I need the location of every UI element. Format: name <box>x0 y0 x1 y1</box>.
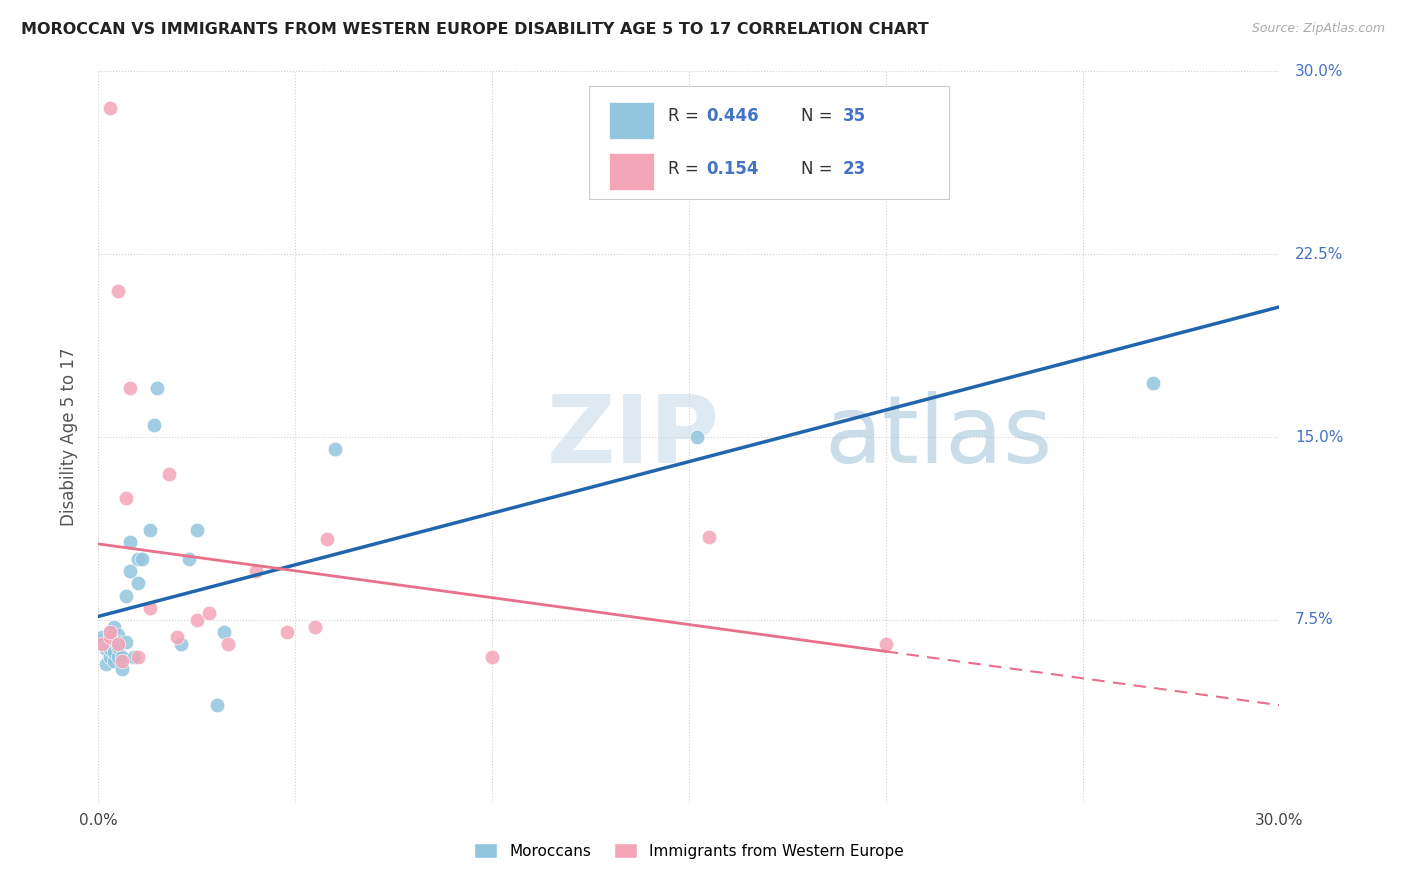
Text: R =: R = <box>668 161 703 178</box>
FancyBboxPatch shape <box>609 153 654 190</box>
Text: atlas: atlas <box>825 391 1053 483</box>
Point <box>96 642 118 657</box>
Point <box>111 662 134 676</box>
Point <box>98 101 121 115</box>
Point <box>205 698 228 713</box>
Point <box>146 381 169 395</box>
Point <box>115 635 138 649</box>
Point <box>115 491 138 505</box>
Point <box>127 576 149 591</box>
Point <box>98 642 121 657</box>
Point <box>98 625 121 640</box>
Point <box>138 523 160 537</box>
Point <box>177 552 200 566</box>
Point <box>217 637 239 651</box>
Point <box>111 654 134 668</box>
Text: N =: N = <box>801 107 838 125</box>
Point <box>166 630 188 644</box>
FancyBboxPatch shape <box>609 102 654 139</box>
Text: 7.5%: 7.5% <box>1295 613 1333 627</box>
Point <box>138 600 160 615</box>
Point <box>304 620 326 634</box>
Point <box>875 637 897 651</box>
Point <box>276 625 298 640</box>
Point <box>98 649 121 664</box>
Text: 23: 23 <box>842 161 866 178</box>
Point <box>245 564 267 578</box>
Point <box>481 649 503 664</box>
Point <box>686 430 709 444</box>
Text: R =: R = <box>668 107 703 125</box>
Y-axis label: Disability Age 5 to 17: Disability Age 5 to 17 <box>59 348 77 526</box>
Text: N =: N = <box>801 161 838 178</box>
Text: ZIP: ZIP <box>547 391 720 483</box>
Text: 0.446: 0.446 <box>707 107 759 125</box>
Point <box>98 625 121 640</box>
Text: 22.5%: 22.5% <box>1295 247 1343 261</box>
Point <box>315 533 337 547</box>
Point <box>323 442 346 457</box>
Point <box>131 552 153 566</box>
Text: MOROCCAN VS IMMIGRANTS FROM WESTERN EUROPE DISABILITY AGE 5 TO 17 CORRELATION CH: MOROCCAN VS IMMIGRANTS FROM WESTERN EURO… <box>21 22 929 37</box>
Point <box>142 417 165 432</box>
Point <box>107 284 129 298</box>
Point <box>91 635 114 649</box>
Point <box>170 637 193 651</box>
Point <box>127 552 149 566</box>
Point <box>91 637 114 651</box>
Point <box>107 627 129 641</box>
Point <box>186 613 208 627</box>
Legend: Moroccans, Immigrants from Western Europe: Moroccans, Immigrants from Western Europ… <box>468 837 910 864</box>
Point <box>197 606 219 620</box>
Point <box>107 640 129 654</box>
Point <box>103 654 125 668</box>
Point <box>118 535 141 549</box>
Point <box>214 625 236 640</box>
Point <box>107 635 129 649</box>
Point <box>96 657 118 671</box>
Text: 0.154: 0.154 <box>707 161 759 178</box>
Point <box>111 649 134 664</box>
Point <box>127 649 149 664</box>
Point <box>118 381 141 395</box>
Text: Source: ZipAtlas.com: Source: ZipAtlas.com <box>1251 22 1385 36</box>
Text: 15.0%: 15.0% <box>1295 430 1343 444</box>
Point <box>103 620 125 634</box>
Point <box>107 649 129 664</box>
Point <box>115 589 138 603</box>
Point <box>91 630 114 644</box>
Point <box>1142 376 1164 391</box>
Point <box>122 649 145 664</box>
Point <box>157 467 180 481</box>
FancyBboxPatch shape <box>589 86 949 200</box>
Point <box>107 637 129 651</box>
Point <box>186 523 208 537</box>
Point <box>103 645 125 659</box>
Point <box>697 530 720 544</box>
Text: 35: 35 <box>842 107 866 125</box>
Text: 30.0%: 30.0% <box>1295 64 1343 78</box>
Point <box>118 564 141 578</box>
Point <box>98 630 121 644</box>
